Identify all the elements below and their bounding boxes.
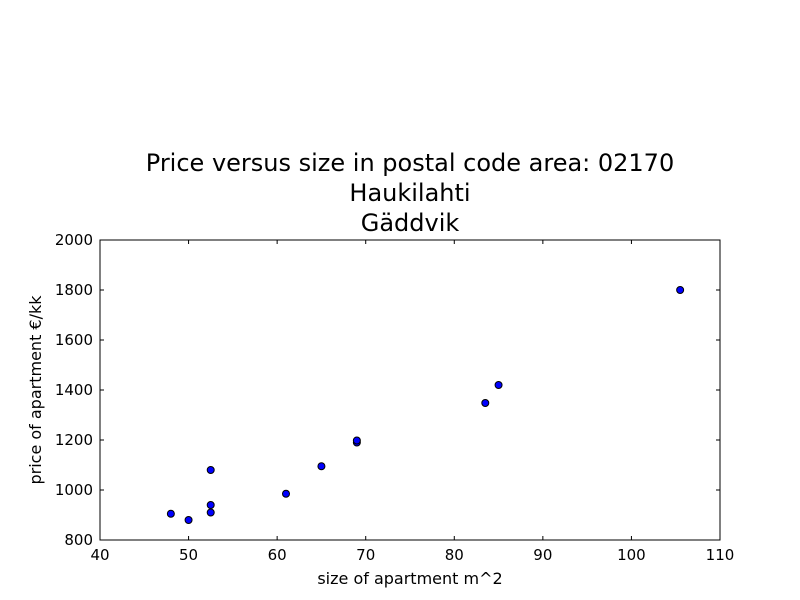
data-point <box>282 489 290 498</box>
data-point <box>184 516 193 524</box>
ticks-layer: 40 50 60 70 80 90 100 110 800 1000 1200 1400 1600 180… <box>55 231 735 564</box>
data-point <box>317 462 326 471</box>
y-tick-label: 1400 <box>55 381 93 399</box>
data-point <box>676 286 685 294</box>
x-tick-label: 90 <box>533 546 552 564</box>
y-tick-label: 1200 <box>55 431 93 449</box>
y-tick-label: 1600 <box>55 331 93 349</box>
y-tick-label: 1000 <box>55 481 93 499</box>
x-tick-label: 60 <box>268 546 287 564</box>
chart-title-line-1: Price versus size in postal code area: 0… <box>145 149 675 177</box>
x-tick-label: 110 <box>706 546 735 564</box>
x-tick-label: 50 <box>179 546 198 564</box>
y-tick-label: 800 <box>64 531 93 549</box>
data-point <box>494 381 503 389</box>
y-tick-label: 1800 <box>55 281 93 299</box>
points-layer <box>166 286 685 524</box>
y-tick-label: 2000 <box>55 231 93 249</box>
plot-area-frame <box>99 239 721 541</box>
data-point <box>206 466 215 474</box>
data-point <box>481 399 490 407</box>
chart-title-line-3: Gäddvik <box>360 209 460 237</box>
x-tick-label: 80 <box>445 546 464 564</box>
chart-title-line-2: Haukilahti <box>349 179 471 207</box>
x-tick-label: 100 <box>617 546 646 564</box>
y-axis-label: price of apartment €/kk <box>26 295 45 485</box>
data-point <box>352 436 361 445</box>
x-tick-label: 40 <box>90 546 109 564</box>
data-point <box>206 501 215 509</box>
data-point <box>206 508 215 517</box>
data-point <box>166 509 175 518</box>
x-tick-label: 70 <box>356 546 375 564</box>
x-axis-label: size of apartment m^2 <box>317 569 502 588</box>
